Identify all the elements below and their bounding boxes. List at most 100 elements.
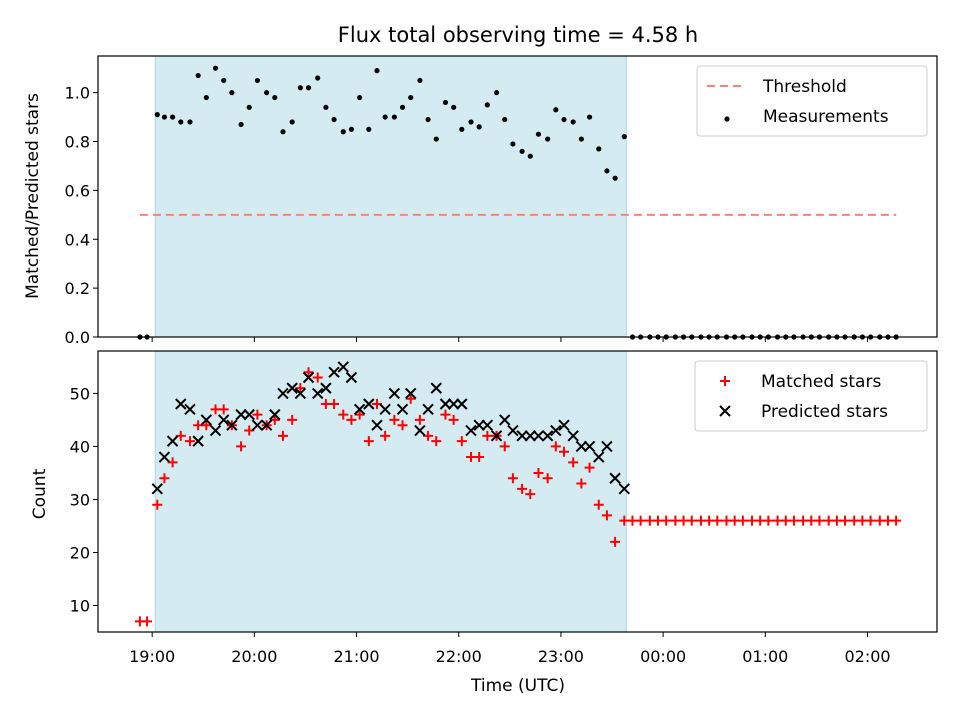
- matched-star-marker: [295, 383, 306, 394]
- matched-star-marker: [371, 399, 382, 410]
- predicted-star-marker: [567, 430, 579, 442]
- x-tick-label: 22:00: [436, 647, 482, 666]
- ratio-panel: 0.0 0.2 0.4 0.6 0.8 1.0 Threshold Measurements: [65, 55, 938, 347]
- measurement-point: [519, 148, 525, 154]
- measurement-point: [612, 175, 618, 181]
- observing-window-band: [154, 350, 627, 633]
- legend-label: Threshold: [762, 77, 847, 97]
- predicted-star-marker: [312, 387, 324, 400]
- measurement-point: [187, 119, 193, 125]
- y-tick-label: 50: [70, 384, 90, 403]
- measurement-point: [399, 104, 406, 110]
- measurement-point: [178, 119, 184, 125]
- x-tick-label: 02:00: [844, 647, 890, 666]
- measurement-point: [280, 129, 286, 135]
- matched-star-marker: [635, 515, 646, 526]
- measurement-point: [433, 136, 439, 142]
- predicted-star-marker: [217, 414, 230, 426]
- matched-star-marker: [405, 393, 416, 404]
- matched-star-marker: [303, 367, 314, 378]
- measurement-point: [170, 114, 176, 120]
- predicted-star-marker: [456, 398, 468, 410]
- matched-star-marker: [354, 409, 365, 420]
- top-y-axis-label: Matched/Predicted stars: [23, 93, 43, 299]
- matched-star-marker: [287, 414, 298, 425]
- matched-star-marker: [414, 414, 425, 425]
- measurement-point: [340, 129, 346, 135]
- measurement-point: [161, 114, 168, 120]
- y-tick-label: 0.2: [65, 279, 90, 298]
- matched-star-marker: [252, 409, 263, 420]
- matched-star-marker: [431, 436, 442, 447]
- y-tick-label: 10: [70, 596, 90, 615]
- legend-predicted-swatch: [719, 405, 731, 417]
- matched-star-marker: [517, 483, 528, 494]
- matched-star-marker: [277, 430, 288, 441]
- measurement-point: [442, 99, 449, 106]
- matched-star-marker: [201, 420, 212, 431]
- matched-star-marker: [269, 414, 280, 425]
- matched-star-marker: [448, 414, 459, 425]
- predicted-star-marker: [396, 403, 409, 416]
- matched-star-marker: [814, 515, 825, 526]
- measurement-point: [408, 94, 414, 101]
- matched-star-marker: [159, 473, 170, 484]
- count-panel: 10 20 30 40 50 19:00 20:00 21:00 22:00 23:00 00:00…: [70, 350, 938, 666]
- predicted-star-marker: [583, 440, 596, 453]
- predicted-star-marker: [439, 398, 452, 410]
- measurement-point: [289, 119, 295, 125]
- measurement-point: [417, 77, 423, 84]
- x-tick-label: 01:00: [742, 647, 788, 666]
- matched-star-marker: [142, 616, 153, 627]
- measurement-point: [468, 119, 474, 125]
- measurement-point: [264, 90, 270, 96]
- y-tick-label: 0.6: [65, 181, 90, 200]
- axes-frame: [97, 350, 938, 633]
- measurement-point: [331, 116, 337, 123]
- measurement-point: [604, 168, 610, 174]
- measurement-point: [596, 146, 602, 152]
- matched-star-marker: [236, 441, 247, 452]
- matched-star-marker: [380, 430, 391, 441]
- predicted-star-marker: [192, 435, 204, 447]
- measurement-point: [527, 153, 533, 159]
- matched-star-marker: [423, 430, 434, 441]
- predicted-star-marker: [601, 440, 613, 453]
- predicted-star-marker: [550, 424, 562, 437]
- predicted-star-marker: [516, 430, 528, 442]
- matched-star-marker: [499, 441, 510, 452]
- x-tick-label: 23:00: [538, 647, 584, 666]
- measurement-point: [476, 124, 482, 130]
- predicted-star-marker: [200, 414, 213, 426]
- predicted-star-marker: [363, 398, 375, 410]
- predicted-star-marker: [422, 403, 434, 416]
- measurement-point: [391, 114, 397, 120]
- matched-star-marker: [542, 473, 553, 484]
- measurement-point: [366, 126, 372, 132]
- matched-star-marker: [576, 478, 587, 489]
- predicted-star-marker: [430, 382, 442, 394]
- chart-title: Flux total observing time = 4.58 h: [338, 23, 698, 47]
- measurement-point: [451, 104, 457, 110]
- matched-star-marker: [737, 515, 748, 526]
- measurement-point: [238, 121, 244, 128]
- predicted-star-marker: [558, 419, 570, 431]
- matched-star-marker: [312, 372, 323, 383]
- measurement-point: [382, 114, 388, 120]
- legend: Threshold Measurements: [696, 65, 928, 137]
- matched-star-marker: [218, 404, 229, 415]
- predicted-star-marker: [243, 408, 255, 421]
- matched-star-marker: [167, 457, 178, 468]
- matched-star-marker: [474, 452, 485, 463]
- predicted-star-marker: [532, 430, 545, 442]
- matched-star-marker: [601, 510, 612, 521]
- y-tick-label: 0.4: [65, 230, 90, 249]
- measurement-point: [545, 136, 551, 142]
- measurement-point: [493, 90, 500, 96]
- predicted-star-marker: [414, 424, 426, 437]
- predicted-star-marker: [524, 430, 536, 442]
- measurement-point: [425, 116, 431, 123]
- y-tick-label: 30: [70, 490, 90, 509]
- matched-star-marker: [525, 489, 536, 500]
- matched-star-marker: [584, 462, 595, 473]
